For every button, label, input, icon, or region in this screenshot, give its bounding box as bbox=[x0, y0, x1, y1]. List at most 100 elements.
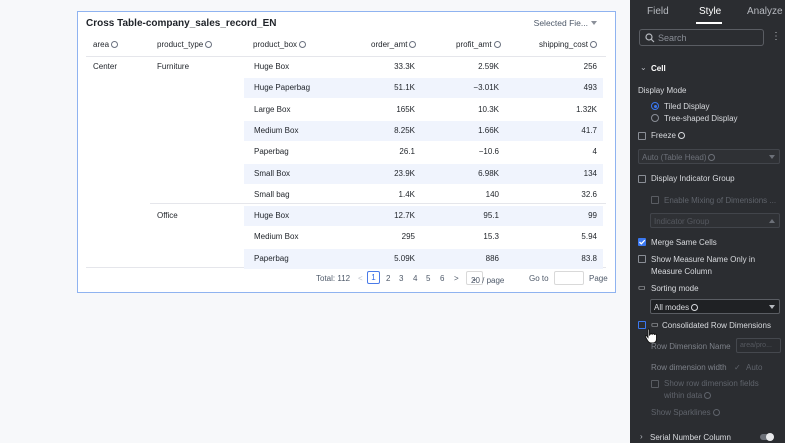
profit-amt-cell: 2.59K bbox=[478, 62, 499, 71]
show-row-fields-text: within data bbox=[664, 391, 703, 400]
sorting-mode-select[interactable]: All modes bbox=[650, 299, 780, 314]
header-label: order_amt bbox=[371, 40, 408, 49]
merge-same-cells-checkbox[interactable] bbox=[638, 238, 646, 246]
product-box-cell: Small bag bbox=[254, 189, 290, 199]
header-shipping-cost[interactable]: shipping_cost bbox=[539, 40, 597, 49]
header-product-box[interactable]: product_box bbox=[253, 40, 307, 49]
info-icon bbox=[704, 392, 712, 399]
table-row: Huge Box 12.7K 95.1 99 bbox=[244, 206, 603, 227]
section-cell-title[interactable]: Cell bbox=[651, 64, 666, 73]
display-indicator-group-checkbox[interactable] bbox=[638, 175, 646, 183]
page-3-button[interactable]: 3 bbox=[399, 274, 404, 283]
profit-amt-cell: −3.01K bbox=[473, 83, 499, 93]
info-icon bbox=[691, 304, 699, 311]
info-icon bbox=[111, 41, 119, 48]
show-measure-name-checkbox[interactable] bbox=[638, 255, 646, 263]
goto-page-input[interactable] bbox=[554, 271, 584, 285]
page-2-button[interactable]: 2 bbox=[386, 274, 391, 283]
active-tab-indicator bbox=[696, 22, 722, 24]
tab-analyze[interactable]: Analyze bbox=[747, 6, 783, 17]
monitor-icon: ▭ bbox=[638, 283, 646, 292]
serial-number-toggle[interactable] bbox=[760, 433, 774, 441]
hand-cursor-icon bbox=[644, 328, 657, 344]
more-options-icon[interactable]: ⋮ bbox=[771, 31, 781, 42]
info-icon bbox=[205, 41, 213, 48]
show-row-fields-label-2: within data bbox=[664, 391, 712, 400]
cross-table-card[interactable]: Cross Table-company_sales_record_EN Sele… bbox=[77, 11, 616, 293]
shipping-cost-cell: 1.32K bbox=[576, 104, 597, 114]
prev-page-button[interactable]: < bbox=[358, 274, 363, 283]
chevron-right-icon[interactable]: › bbox=[640, 432, 643, 441]
info-icon bbox=[299, 41, 307, 48]
header-label: area bbox=[93, 40, 110, 49]
tree-display-radio[interactable] bbox=[651, 114, 659, 122]
page-size-label: 20 / page bbox=[471, 276, 505, 285]
order-amt-cell: 26.1 bbox=[399, 147, 415, 157]
tiled-display-radio[interactable] bbox=[651, 102, 659, 110]
sorting-mode-label: Sorting mode bbox=[651, 284, 699, 293]
enable-mixing-label: Enable Mixing of Dimensions ... bbox=[664, 196, 777, 205]
page-size-select[interactable]: 20 / page ⌄ bbox=[466, 271, 504, 285]
shipping-cost-cell: 134 bbox=[583, 168, 597, 178]
product-box-cell: Paperbag bbox=[254, 147, 289, 157]
selected-fields-dropdown[interactable]: Selected Fie... bbox=[534, 18, 597, 28]
page-1-button[interactable]: 1 bbox=[367, 271, 380, 284]
header-label: profit_amt bbox=[456, 40, 492, 49]
consolidated-row-dimensions-checkbox[interactable] bbox=[638, 321, 646, 329]
show-row-fields-label-1: Show row dimension fields bbox=[664, 379, 759, 388]
product-box-cell: Small Box bbox=[254, 168, 291, 178]
table-row: Medium Box 8.25K 1.66K 41.7 bbox=[244, 120, 603, 141]
freeze-checkbox[interactable] bbox=[638, 132, 646, 140]
order-amt-cell: 8.25K bbox=[394, 125, 415, 135]
next-page-button[interactable]: > bbox=[454, 274, 459, 283]
show-sparklines-label: Show Sparklines bbox=[651, 408, 720, 417]
order-amt-cell: 5.09K bbox=[394, 253, 415, 263]
indicator-group-select[interactable]: Indicator Group bbox=[650, 213, 780, 228]
shipping-cost-cell: 256 bbox=[583, 62, 597, 71]
enable-mixing-checkbox[interactable] bbox=[651, 196, 659, 204]
panel-tabs: Field Style Analyze bbox=[630, 0, 785, 24]
order-amt-cell: 165K bbox=[396, 104, 415, 114]
shipping-cost-cell: 4 bbox=[592, 147, 597, 157]
show-row-fields-checkbox[interactable] bbox=[651, 380, 659, 388]
page-4-button[interactable]: 4 bbox=[413, 274, 418, 283]
show-measure-name-label-2: Measure Column bbox=[651, 267, 712, 276]
table-row: Small bag 1.4K 140 32.6 bbox=[244, 185, 603, 205]
tab-field[interactable]: Field bbox=[647, 6, 669, 17]
header-order-amt[interactable]: order_amt bbox=[371, 40, 417, 49]
page-5-button[interactable]: 5 bbox=[426, 274, 431, 283]
row-dimension-width-label: Row dimension width bbox=[651, 363, 727, 372]
tiled-display-label: Tiled Display bbox=[664, 102, 710, 111]
order-amt-cell: 51.1K bbox=[394, 83, 415, 93]
order-amt-cell: 33.3K bbox=[394, 62, 415, 71]
table-row: Huge Box 33.3K 2.59K 256 bbox=[244, 57, 603, 77]
search-input[interactable]: Search bbox=[639, 29, 764, 46]
product-box-cell: Huge Paperbag bbox=[254, 83, 311, 93]
row-dimension-name-input[interactable]: area/pro... bbox=[736, 338, 781, 353]
page-6-button[interactable]: 6 bbox=[440, 274, 445, 283]
shipping-cost-cell: 41.7 bbox=[581, 125, 597, 135]
table-header: area product_type product_box order_amt … bbox=[86, 36, 606, 56]
order-amt-cell: 12.7K bbox=[394, 211, 415, 221]
show-measure-name-label-1: Show Measure Name Only in bbox=[651, 255, 756, 264]
checkmark-icon bbox=[639, 239, 646, 245]
chevron-down-icon: ⌄ bbox=[471, 274, 478, 283]
header-divider bbox=[86, 56, 606, 57]
header-profit-amt[interactable]: profit_amt bbox=[456, 40, 501, 49]
group-divider bbox=[150, 203, 606, 204]
chevron-down-icon[interactable]: ⌄ bbox=[640, 63, 647, 72]
page-label: Page bbox=[589, 274, 608, 283]
serial-number-column-label: Serial Number Column bbox=[650, 433, 731, 442]
product-box-cell: Medium Box bbox=[254, 232, 299, 242]
chevron-down-icon bbox=[769, 305, 775, 309]
product-box-cell: Medium Box bbox=[254, 125, 299, 135]
row-width-auto-checkbox[interactable]: ✓ bbox=[734, 363, 741, 372]
header-area[interactable]: area bbox=[93, 40, 119, 49]
order-amt-cell: 1.4K bbox=[398, 189, 415, 199]
area-cell: Center bbox=[93, 62, 118, 71]
tab-style[interactable]: Style bbox=[699, 6, 722, 17]
goto-label: Go to bbox=[529, 274, 549, 283]
product-box-cell: Paperbag bbox=[254, 253, 289, 263]
freeze-select[interactable]: Auto (Table Head) bbox=[638, 149, 780, 164]
header-product-type[interactable]: product_type bbox=[157, 40, 213, 49]
